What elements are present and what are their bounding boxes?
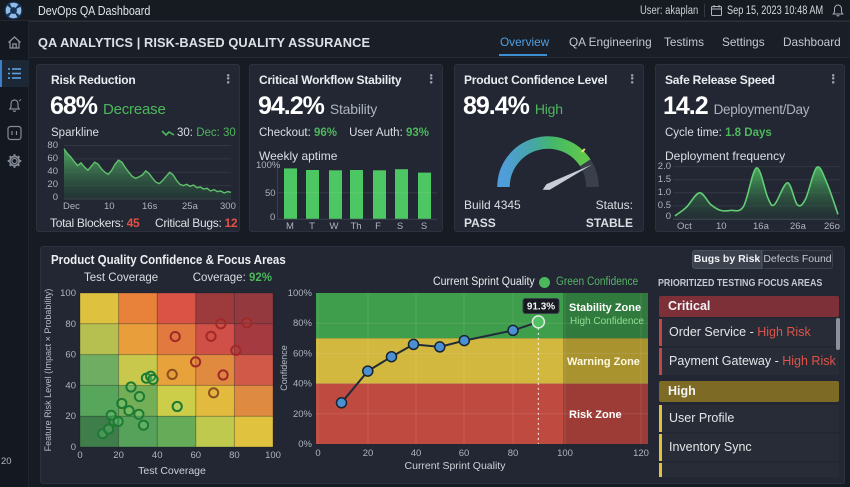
svg-text:0: 0 — [315, 448, 320, 459]
svg-text:40: 40 — [152, 450, 163, 461]
svg-text:60%: 60% — [293, 348, 313, 359]
svg-text:20%: 20% — [293, 409, 313, 420]
svg-text:80: 80 — [229, 450, 240, 461]
svg-text:20: 20 — [363, 448, 374, 459]
svg-text:100: 100 — [265, 450, 281, 461]
svg-text:Confidence: Confidence — [279, 345, 289, 391]
svg-text:40: 40 — [65, 380, 76, 391]
svg-text:0: 0 — [71, 442, 76, 453]
svg-text:120: 120 — [633, 448, 649, 459]
svg-text:60: 60 — [459, 448, 470, 459]
svg-text:91.3%: 91.3% — [527, 302, 555, 313]
svg-text:80%: 80% — [293, 318, 313, 329]
svg-text:20: 20 — [65, 411, 76, 422]
svg-text:80: 80 — [508, 448, 519, 459]
svg-text:40: 40 — [411, 448, 422, 459]
svg-text:100: 100 — [60, 288, 76, 299]
svg-text:Stability Zone: Stability Zone — [569, 302, 641, 314]
svg-text:60: 60 — [65, 350, 76, 361]
svg-text:High Confidence: High Confidence — [570, 316, 644, 327]
svg-text:Test Coverage: Test Coverage — [138, 465, 206, 477]
svg-text:80: 80 — [65, 319, 76, 330]
svg-text:100%: 100% — [288, 288, 313, 299]
svg-text:0%: 0% — [298, 439, 312, 450]
svg-text:Feature Risk Level (Impact × P: Feature Risk Level (Impact × Probability… — [43, 289, 53, 452]
svg-text:0: 0 — [77, 450, 82, 461]
svg-text:Warning Zone: Warning Zone — [567, 356, 640, 368]
svg-text:Current Sprint Quality: Current Sprint Quality — [405, 460, 507, 472]
svg-text:40%: 40% — [293, 379, 313, 390]
svg-text:100: 100 — [557, 448, 573, 459]
svg-text:60: 60 — [191, 450, 202, 461]
svg-text:Risk Zone: Risk Zone — [569, 409, 622, 421]
svg-text:20: 20 — [113, 450, 124, 461]
